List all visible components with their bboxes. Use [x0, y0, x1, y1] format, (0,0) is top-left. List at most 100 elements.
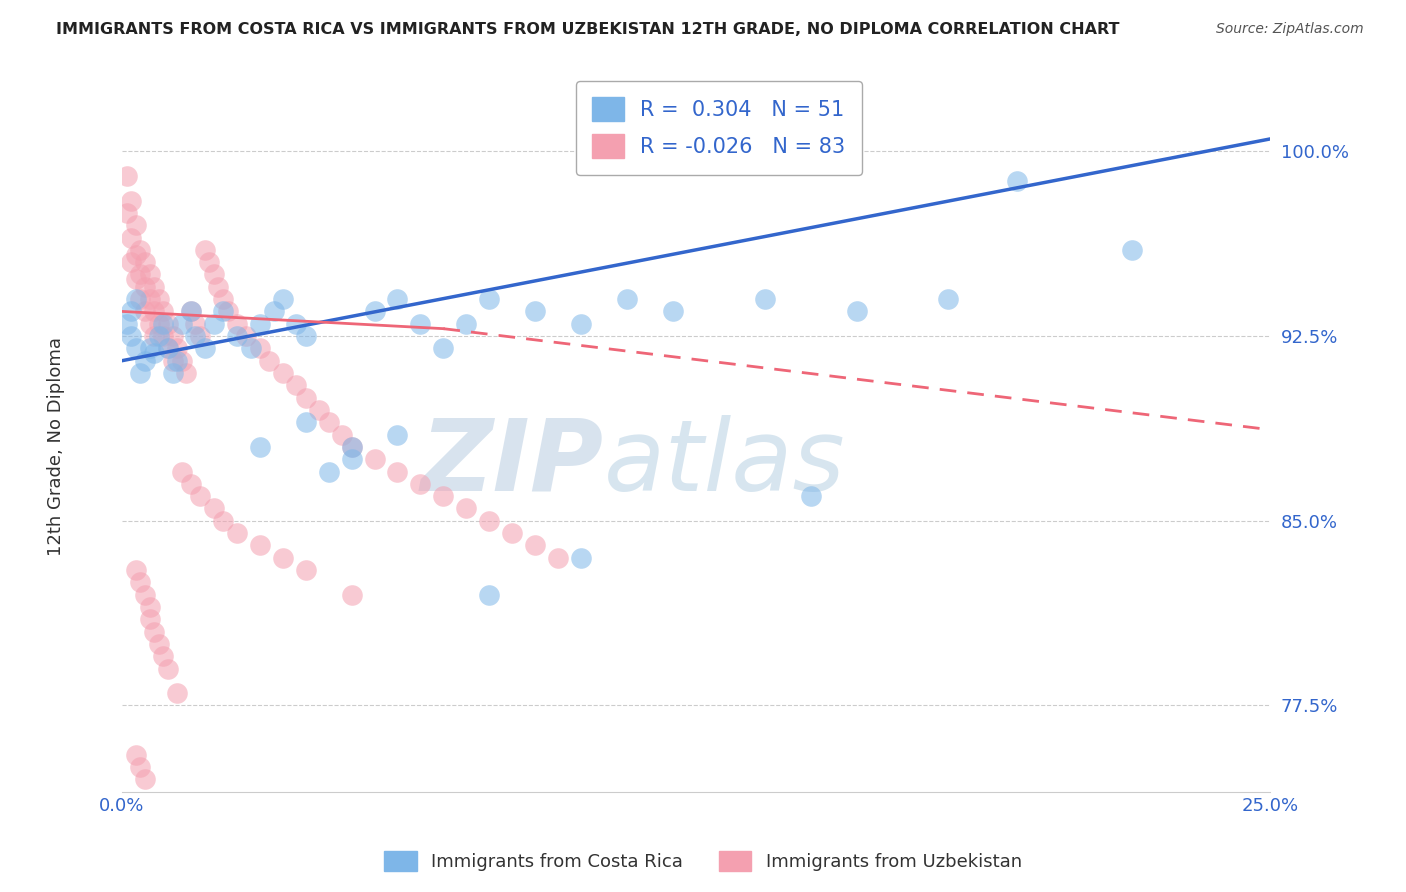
Point — [456, 317, 478, 331]
Point — [184, 317, 207, 331]
Point — [332, 427, 354, 442]
Point — [194, 243, 217, 257]
Point — [249, 317, 271, 331]
Point — [129, 575, 152, 590]
Point — [125, 248, 148, 262]
Point — [120, 304, 142, 318]
Point — [129, 292, 152, 306]
Point — [125, 563, 148, 577]
Point — [162, 366, 184, 380]
Point — [194, 342, 217, 356]
Point — [340, 588, 363, 602]
Point — [271, 366, 294, 380]
Point — [754, 292, 776, 306]
Point — [134, 353, 156, 368]
Point — [152, 304, 174, 318]
Point — [180, 476, 202, 491]
Point — [387, 465, 409, 479]
Point — [129, 366, 152, 380]
Point — [162, 329, 184, 343]
Point — [138, 599, 160, 614]
Legend: R =  0.304   N = 51, R = -0.026   N = 83: R = 0.304 N = 51, R = -0.026 N = 83 — [575, 80, 862, 175]
Point — [340, 440, 363, 454]
Point — [198, 255, 221, 269]
Point — [285, 378, 308, 392]
Point — [125, 272, 148, 286]
Point — [308, 403, 330, 417]
Point — [569, 550, 592, 565]
Point — [148, 317, 170, 331]
Point — [202, 268, 225, 282]
Point — [225, 329, 247, 343]
Point — [501, 526, 523, 541]
Point — [134, 588, 156, 602]
Point — [363, 304, 385, 318]
Point — [143, 624, 166, 639]
Point — [387, 427, 409, 442]
Point — [125, 292, 148, 306]
Point — [225, 526, 247, 541]
Point — [176, 366, 198, 380]
Point — [120, 194, 142, 208]
Point — [662, 304, 685, 318]
Point — [249, 440, 271, 454]
Legend: Immigrants from Costa Rica, Immigrants from Uzbekistan: Immigrants from Costa Rica, Immigrants f… — [377, 844, 1029, 879]
Point — [249, 342, 271, 356]
Point — [1121, 243, 1143, 257]
Point — [156, 342, 179, 356]
Point — [249, 538, 271, 552]
Point — [148, 329, 170, 343]
Point — [217, 304, 239, 318]
Text: IMMIGRANTS FROM COSTA RICA VS IMMIGRANTS FROM UZBEKISTAN 12TH GRADE, NO DIPLOMA : IMMIGRANTS FROM COSTA RICA VS IMMIGRANTS… — [56, 22, 1119, 37]
Point — [188, 489, 211, 503]
Point — [134, 280, 156, 294]
Point — [285, 317, 308, 331]
Point — [156, 317, 179, 331]
Point — [294, 415, 316, 429]
Point — [569, 317, 592, 331]
Point — [188, 329, 211, 343]
Point — [134, 304, 156, 318]
Point — [143, 280, 166, 294]
Point — [271, 292, 294, 306]
Point — [129, 268, 152, 282]
Point — [263, 304, 285, 318]
Point — [212, 514, 235, 528]
Point — [340, 452, 363, 467]
Point — [524, 304, 547, 318]
Point — [1005, 174, 1028, 188]
Point — [212, 292, 235, 306]
Text: 12th Grade, No Diploma: 12th Grade, No Diploma — [48, 336, 65, 556]
Point — [456, 501, 478, 516]
Point — [432, 489, 454, 503]
Point — [409, 317, 432, 331]
Point — [212, 304, 235, 318]
Point — [120, 329, 142, 343]
Point — [156, 661, 179, 675]
Point — [152, 317, 174, 331]
Point — [239, 342, 262, 356]
Point — [938, 292, 960, 306]
Point — [125, 747, 148, 762]
Point — [120, 230, 142, 244]
Point — [845, 304, 868, 318]
Point — [202, 317, 225, 331]
Point — [125, 218, 148, 232]
Point — [363, 452, 385, 467]
Point — [138, 612, 160, 626]
Point — [143, 329, 166, 343]
Point — [524, 538, 547, 552]
Point — [800, 489, 823, 503]
Point — [148, 637, 170, 651]
Point — [162, 353, 184, 368]
Point — [115, 317, 138, 331]
Point — [271, 550, 294, 565]
Point — [235, 329, 257, 343]
Point — [125, 342, 148, 356]
Text: ZIP: ZIP — [420, 415, 605, 512]
Point — [152, 649, 174, 664]
Point — [138, 342, 160, 356]
Point — [294, 563, 316, 577]
Point — [129, 243, 152, 257]
Point — [616, 292, 638, 306]
